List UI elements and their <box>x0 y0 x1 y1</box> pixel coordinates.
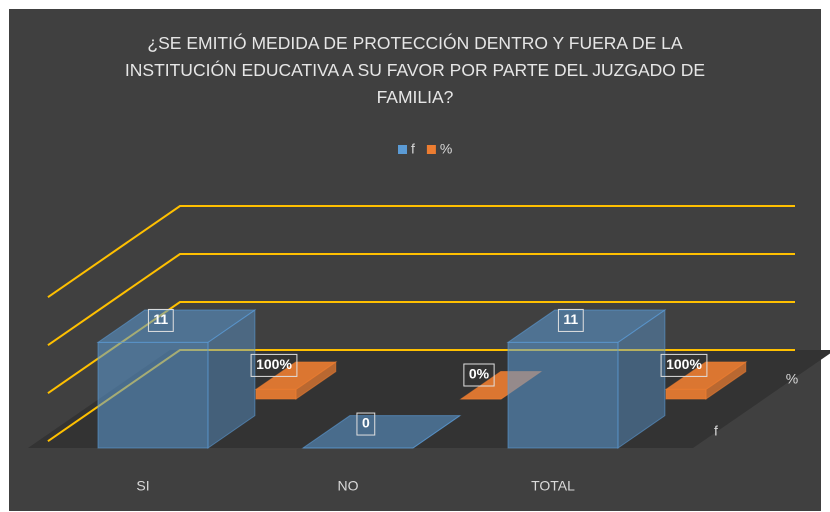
data-label: 100% <box>666 356 702 372</box>
grid-line <box>47 253 795 346</box>
legend-label: % <box>440 141 452 157</box>
data-label: 100% <box>256 356 292 372</box>
data-label: 11 <box>563 311 578 327</box>
bar-front <box>255 388 297 400</box>
legend-swatch <box>398 145 407 154</box>
depth-label: % <box>786 371 798 387</box>
legend-swatch <box>426 145 436 154</box>
grid-line <box>47 301 795 394</box>
bar-front <box>665 388 707 400</box>
x-tick-label: TOTAL <box>531 478 575 494</box>
floor <box>28 350 830 448</box>
data-label-box <box>660 353 708 377</box>
x-tick-label: NO <box>338 478 359 494</box>
legend-label: f <box>411 141 415 157</box>
x-tick-label: SI <box>136 478 149 494</box>
bar-group <box>301 415 462 449</box>
data-label: 0% <box>469 366 490 382</box>
bar-front <box>507 341 619 449</box>
data-label: 11 <box>153 311 168 327</box>
chart-title: ¿SE EMITIÓ MEDIDA DE PROTECCIÓN DENTRO Y… <box>124 33 706 107</box>
data-label: 0 <box>362 415 370 431</box>
bar-group <box>96 309 257 449</box>
grid-line <box>47 205 795 298</box>
data-label-box <box>250 353 298 377</box>
bar-group <box>506 309 667 449</box>
data-label-box <box>356 412 376 436</box>
data-label-box <box>557 308 584 332</box>
data-label-box <box>463 363 495 387</box>
bar-front <box>97 341 209 449</box>
bar-group <box>254 361 338 400</box>
bar-group <box>664 361 748 400</box>
depth-label: f <box>714 423 718 439</box>
data-label-box <box>147 308 174 332</box>
